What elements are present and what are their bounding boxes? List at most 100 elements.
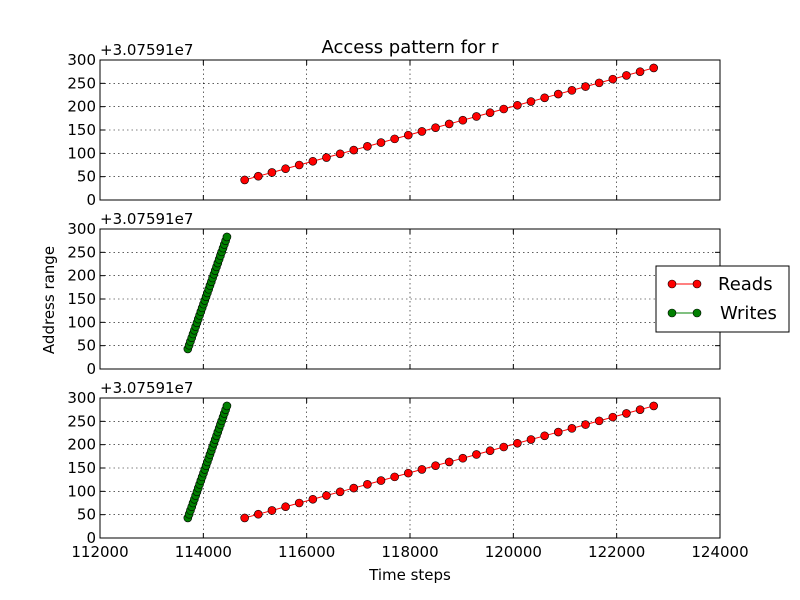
data-point-reads (581, 420, 590, 429)
y-tick-label: 250 (67, 412, 96, 430)
data-point-reads (322, 491, 331, 500)
data-point-reads (553, 89, 563, 99)
x-tick-label: 122000 (588, 543, 645, 561)
y-tick-label: 150 (67, 459, 96, 477)
y-tick-label: 150 (67, 290, 96, 308)
data-point-reads (294, 498, 304, 508)
data-point-reads (458, 453, 468, 463)
data-point-reads (254, 509, 263, 519)
y-tick-label: 100 (67, 144, 96, 162)
legend-marker-reads (692, 279, 702, 289)
y-tick-label: 250 (67, 74, 96, 92)
y-tick-label: 100 (67, 313, 96, 331)
data-point-reads (567, 86, 577, 95)
y-tick-label: 100 (67, 482, 96, 500)
data-point-reads (267, 506, 277, 515)
data-point-reads (431, 123, 440, 132)
data-point-reads (281, 502, 290, 512)
data-point-reads (649, 401, 659, 411)
data-point-reads (540, 93, 549, 103)
data-point-reads (526, 97, 536, 106)
data-point-reads (254, 171, 263, 181)
data-point-reads (444, 119, 454, 129)
y-axis-label: Address range (40, 246, 58, 354)
y-tick-label: 0 (86, 191, 96, 209)
data-point-reads (390, 472, 399, 482)
y-tick-label: 50 (77, 506, 96, 524)
x-tick-label: 124000 (691, 543, 748, 561)
data-point-reads (349, 145, 359, 155)
combined-panel: +3.07591e7 0 50 100 150 200 250 300 112000 11400… (67, 379, 748, 561)
y-tick-label: 0 (86, 529, 96, 547)
y-tick-label: 200 (67, 436, 96, 454)
data-point-reads (322, 153, 331, 162)
y-tick-label: 200 (67, 98, 96, 116)
data-point-reads (513, 100, 522, 110)
data-point-reads (526, 435, 536, 444)
data-point-reads (472, 450, 481, 459)
y-tick-label: 200 (67, 267, 96, 285)
y-tick-label: 250 (67, 243, 96, 261)
data-point-reads (458, 115, 468, 125)
legend: Reads Writes (655, 265, 790, 333)
data-point-reads (240, 175, 249, 185)
y-tick-label: 300 (67, 389, 96, 407)
y-tick-label: 300 (67, 220, 96, 238)
data-point-reads (567, 424, 577, 433)
y-tick-label: 300 (67, 51, 96, 69)
data-point-reads (281, 164, 290, 174)
data-point-reads (335, 149, 345, 159)
data-point-reads (403, 130, 413, 140)
y-offset-label: +3.07591e7 (100, 41, 193, 59)
data-point-reads (581, 82, 590, 91)
x-tick-label: 116000 (278, 543, 335, 561)
data-point-reads (417, 465, 427, 474)
legend-marker-reads (667, 279, 677, 289)
data-point-reads (444, 457, 454, 467)
data-point-reads (499, 104, 509, 114)
y-tick-label: 150 (67, 121, 96, 139)
data-point-reads (608, 74, 618, 84)
x-tick-label: 114000 (175, 543, 232, 561)
data-point-reads (376, 138, 386, 147)
y-offset-label: +3.07591e7 (100, 210, 193, 228)
data-point-reads (349, 483, 359, 493)
data-point-reads (553, 427, 563, 437)
data-point-reads (308, 156, 318, 166)
data-point-reads (417, 127, 427, 136)
data-point-reads (472, 112, 481, 121)
data-point-reads (335, 487, 345, 497)
data-point-reads (635, 67, 645, 76)
data-point-writes (222, 232, 232, 242)
legend-label-reads: Reads (718, 274, 773, 295)
data-point-reads (594, 78, 604, 88)
chart-title: Access pattern for r (321, 37, 499, 58)
data-point-reads (499, 442, 509, 452)
data-point-reads (390, 134, 399, 144)
reads-panel: +3.07591e7 0 50 100 150 200 250 300 (67, 41, 721, 209)
data-point-reads (635, 405, 645, 414)
data-point-reads (608, 412, 618, 422)
legend-label-writes: Writes (720, 303, 777, 324)
data-point-reads (403, 468, 413, 478)
x-axis-label: Time steps (368, 566, 451, 584)
data-point-writes (222, 401, 232, 411)
data-point-reads (594, 416, 604, 426)
x-tick-label: 118000 (381, 543, 438, 561)
data-point-reads (513, 438, 522, 448)
y-tick-label: 0 (86, 360, 96, 378)
y-offset-label: +3.07591e7 (100, 379, 193, 397)
data-point-reads (431, 461, 440, 470)
y-tick-label: 50 (77, 337, 96, 355)
data-point-reads (376, 476, 386, 485)
data-point-reads (622, 409, 631, 418)
data-point-reads (622, 71, 631, 80)
y-tick-label: 50 (77, 168, 96, 186)
data-point-reads (363, 142, 372, 151)
data-point-reads (294, 160, 304, 170)
writes-panel: +3.07591e7 0 50 100 150 200 250 300 (67, 210, 721, 378)
legend-frame (655, 265, 790, 333)
data-point-reads (485, 446, 495, 456)
data-point-reads (308, 494, 318, 504)
